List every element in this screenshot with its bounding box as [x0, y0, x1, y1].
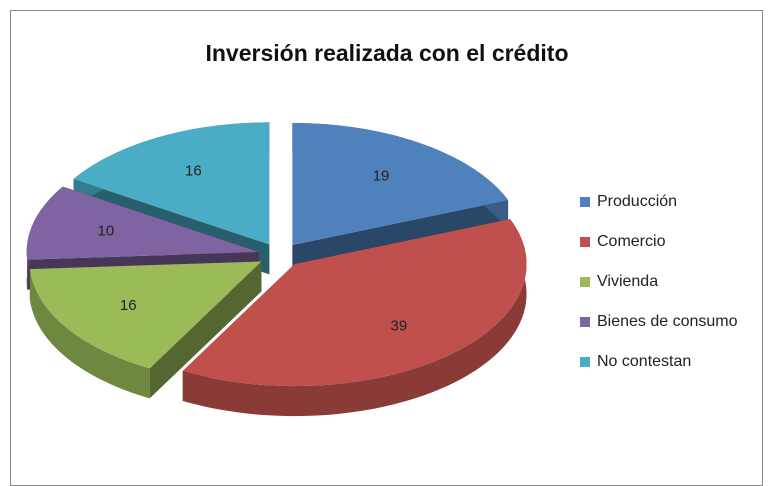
slice	[182, 219, 527, 387]
legend-swatch	[580, 237, 590, 247]
slice-side	[182, 219, 527, 417]
data-label: 39	[391, 317, 408, 334]
legend-label: Producción	[597, 193, 677, 210]
legend-label: Bienes de consumo	[597, 313, 738, 330]
slice	[26, 186, 259, 260]
slice	[182, 219, 527, 417]
slice	[29, 261, 262, 399]
data-label: 16	[185, 163, 202, 180]
legend-swatch	[580, 317, 590, 327]
data-label: 10	[98, 222, 115, 239]
slice-side	[149, 261, 262, 399]
legend-swatch	[580, 357, 590, 367]
legend-label: Vivienda	[597, 273, 658, 290]
legend-swatch	[580, 277, 590, 287]
slice	[73, 122, 270, 245]
slice-side	[29, 269, 150, 399]
legend-swatch	[580, 197, 590, 207]
chart-title: Inversión realizada con el crédito	[205, 40, 568, 66]
legend-label: No contestan	[597, 353, 691, 370]
slice	[292, 122, 509, 245]
slice	[29, 261, 262, 369]
data-label: 16	[120, 297, 137, 314]
data-label: 19	[373, 167, 390, 184]
legend-label: Comercio	[597, 233, 666, 250]
slice	[26, 186, 259, 290]
